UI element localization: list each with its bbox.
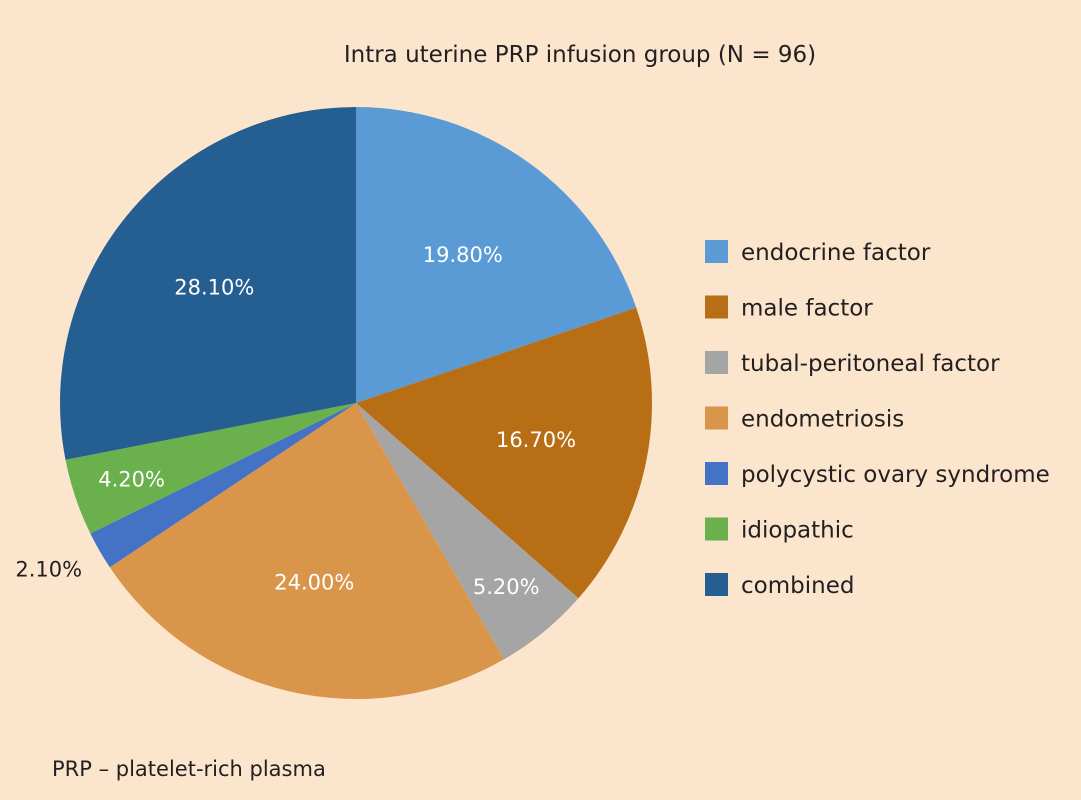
slice-label-idiopathic: 4.20% — [98, 468, 165, 492]
legend: endocrine factor male factor tubal-periton… — [705, 240, 1050, 599]
legend-swatch-endometriosis — [705, 406, 728, 430]
pie-slice-polycystic-ovary-syndrome — [90, 403, 356, 568]
slice-labels: 19.80% 16.70% 5.20% 24.00% 2.10% 4.20% 28.10% — [15, 243, 576, 599]
legend-label-endocrine-factor: endocrine factor — [741, 240, 931, 266]
legend-swatch-polycystic-ovary-syndrome — [705, 462, 728, 485]
slice-label-tubal-peritoneal-factor: 5.20% — [473, 575, 540, 599]
legend-label-idiopathic: idiopathic — [741, 518, 854, 544]
pie-slice-endocrine-factor — [356, 107, 637, 403]
pie-slice-combined — [60, 107, 356, 460]
legend-swatch-idiopathic — [705, 517, 728, 541]
slice-label-endocrine-factor: 19.80% — [423, 243, 503, 267]
pie-slices — [60, 107, 652, 699]
pie-slice-tubal-peritoneal-factor — [356, 403, 579, 660]
pie-slice-male-factor — [356, 307, 652, 599]
slice-label-endometriosis: 24.00% — [274, 571, 354, 595]
footnote: PRP – platelet-rich plasma — [52, 757, 326, 781]
legend-label-polycystic-ovary-syndrome: polycystic ovary syndrome — [741, 462, 1050, 488]
pie-slice-endometriosis — [109, 403, 505, 699]
legend-label-tubal-peritoneal-factor: tubal-peritoneal factor — [741, 351, 1000, 377]
slice-label-male-factor: 16.70% — [496, 428, 576, 452]
chart-title: Intra uterine PRP infusion group (N = 96… — [344, 42, 816, 68]
legend-swatch-tubal-peritoneal-factor — [705, 351, 728, 374]
slice-label-polycystic-ovary-syndrome: 2.10% — [15, 558, 82, 582]
legend-label-male-factor: male factor — [741, 296, 873, 322]
legend-swatch-combined — [705, 573, 728, 596]
slice-label-combined: 28.10% — [174, 275, 254, 299]
legend-label-endometriosis: endometriosis — [741, 407, 904, 433]
legend-swatch-male-factor — [705, 295, 728, 319]
legend-swatch-endocrine-factor — [705, 240, 728, 263]
legend-label-combined: combined — [741, 573, 854, 599]
pie-slice-idiopathic — [65, 403, 356, 534]
